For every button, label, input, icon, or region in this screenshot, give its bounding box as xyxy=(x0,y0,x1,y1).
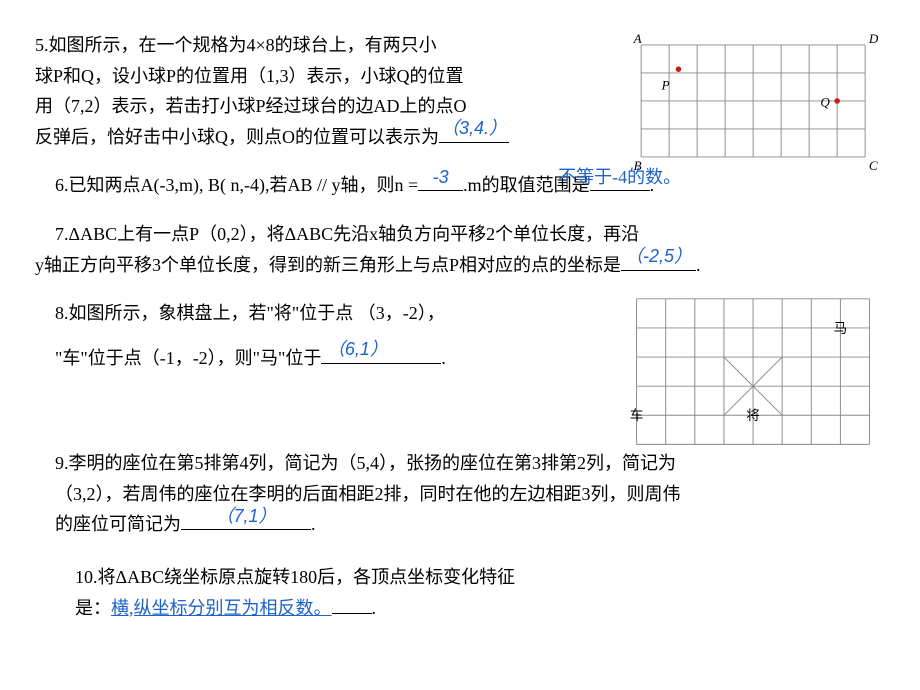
svg-text:D: D xyxy=(868,31,879,46)
svg-text:P: P xyxy=(661,78,670,93)
p6-answer2: 不等于-4的数。 xyxy=(558,162,681,193)
p7-line1: 7.ΔABC上有一点P（0,2），将ΔABC先沿x轴负方向平移2个单位长度，再沿 xyxy=(55,219,885,250)
p10-answer: 横,纵坐标分别互为相反数。 xyxy=(111,598,332,618)
problem-10: 10.将ΔABC绕坐标原点旋转180后，各顶点坐标变化特征 是：横,纵坐标分别互… xyxy=(35,562,885,623)
svg-text:Q: Q xyxy=(820,95,830,110)
problem-8: 8.如图所示，象棋盘上，若"将"位于点 （3，-2）， "车"位于点（-1，-2… xyxy=(35,298,885,428)
p8-line1: 8.如图所示，象棋盘上，若"将"位于点 （3，-2）， xyxy=(55,298,605,329)
p5-line1: 5.如图所示，在一个规格为4×8的球台上，有两只小 xyxy=(35,30,605,61)
p5-line4: 反弹后，恰好击中小球Q，则点O的位置可以表示为（3,4.） xyxy=(35,122,605,153)
p8-answer: （6,1） xyxy=(327,334,388,365)
figure-5-billiard-grid: ADBCPQ xyxy=(625,30,885,180)
p5-line3: 用（7,2）表示，若击打小球P经过球台的边AD上的点O xyxy=(35,91,605,122)
p7-answer: （-2,5） xyxy=(625,241,692,272)
p10-line2: 是：横,纵坐标分别互为相反数。. xyxy=(75,593,885,624)
p7-line2: y轴正方向平移3个单位长度，得到的新三角形上与点P相对应的点的坐标是（-2,5）… xyxy=(35,250,885,281)
p9-line3: 的座位可简记为（7,1）. xyxy=(55,509,885,540)
figure-8-chess-grid: 马车 将 xyxy=(625,293,885,468)
p9-answer: （7,1） xyxy=(215,501,276,532)
problem-5: 5.如图所示，在一个规格为4×8的球台上，有两只小 球P和Q，设小球P的位置用（… xyxy=(35,30,885,152)
svg-text:C: C xyxy=(869,158,878,170)
p5-answer: （3,4.） xyxy=(441,113,507,144)
p8-line2: "车"位于点（-1，-2），则"马"位于（6,1）. xyxy=(55,343,605,374)
svg-text:A: A xyxy=(633,31,643,46)
svg-text:将: 将 xyxy=(746,408,760,423)
p9-line2: （3,2），若周伟的座位在李明的后面相距2排，同时在他的左边相距3列，则周伟 xyxy=(55,479,885,510)
p6-answer1: -3 xyxy=(433,162,449,193)
svg-text:车: 车 xyxy=(630,407,644,423)
p5-line2: 球P和Q，设小球P的位置用（1,3）表示，小球Q的位置 xyxy=(35,61,605,92)
problem-7: 7.ΔABC上有一点P（0,2），将ΔABC先沿x轴负方向平移2个单位长度，再沿… xyxy=(35,219,885,280)
svg-text:马: 马 xyxy=(834,321,848,336)
p10-line1: 10.将ΔABC绕坐标原点旋转180后，各顶点坐标变化特征 xyxy=(75,562,885,593)
